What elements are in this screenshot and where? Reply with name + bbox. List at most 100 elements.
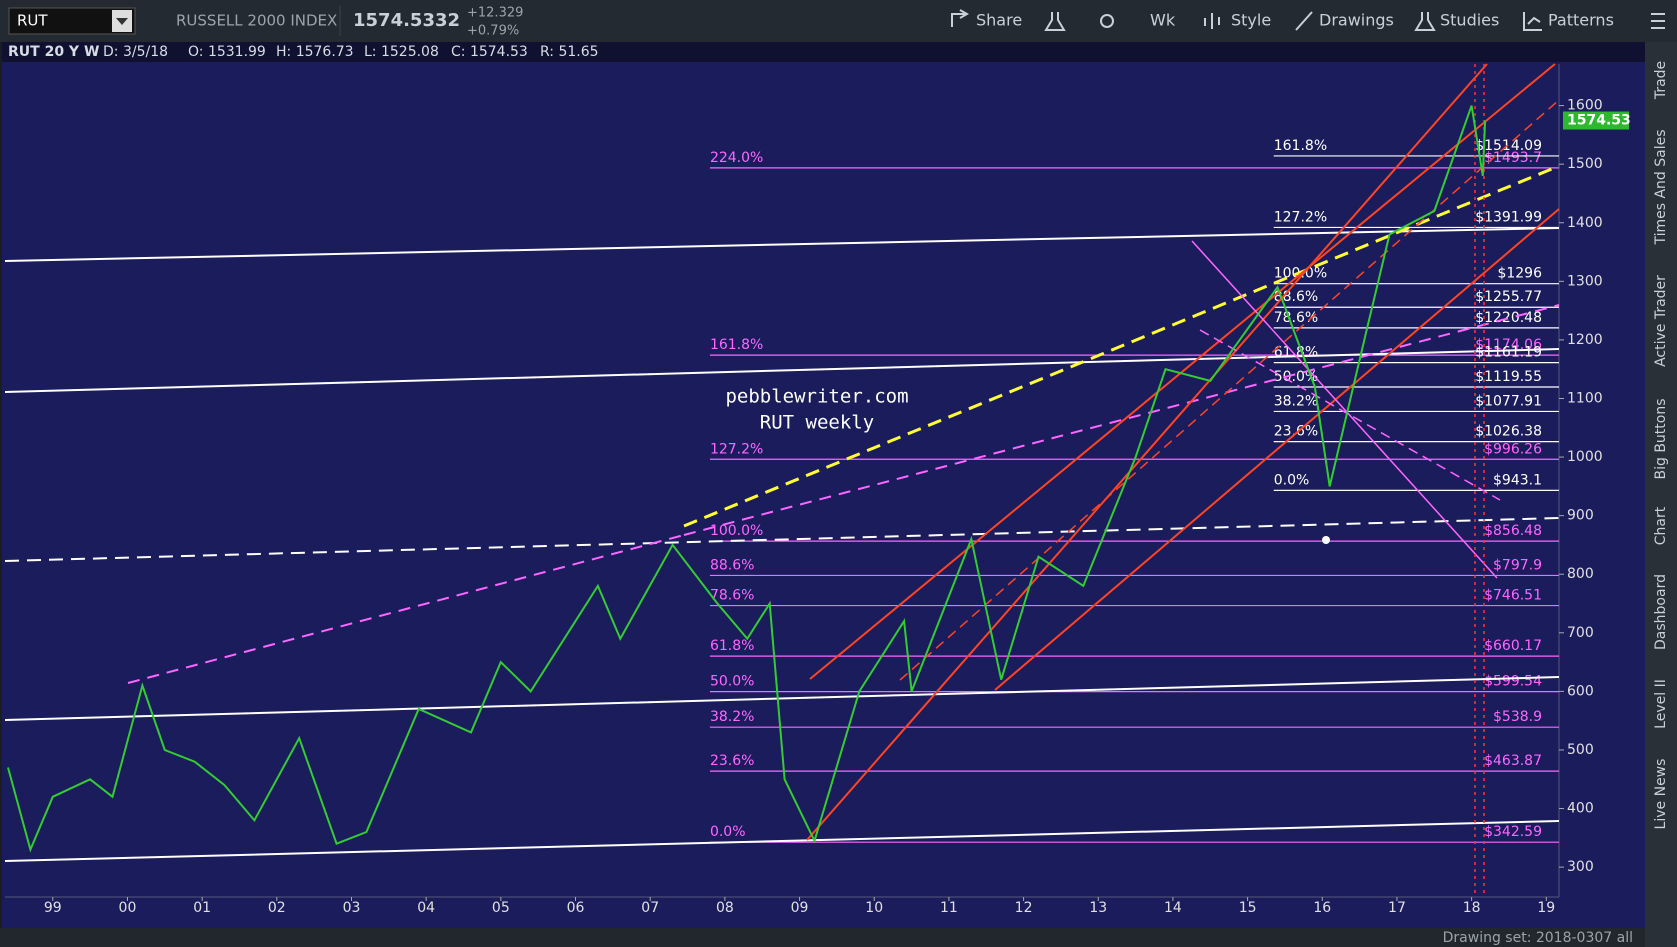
symbol[interactable]: RUT — [17, 12, 48, 30]
last-price-label: 1574.53 — [1567, 113, 1631, 129]
info-date: D: 3/5/18 — [103, 44, 168, 60]
point-marker — [1322, 536, 1330, 544]
studies-icon[interactable] — [1414, 12, 1436, 31]
price-line — [7, 105, 1487, 853]
channel-line — [809, 63, 1556, 680]
fib-pct-label: 61.8% — [1274, 345, 1318, 361]
y-tick-label: 1600 — [1567, 98, 1603, 114]
trendline — [127, 534, 685, 684]
y-tick-label: 500 — [1567, 742, 1594, 758]
fib-price-label: $660.17 — [1484, 638, 1542, 654]
fib-price-label: $1255.77 — [1475, 289, 1542, 305]
gear-icon[interactable] — [1100, 14, 1114, 28]
x-tick-label: 11 — [940, 900, 958, 916]
fib-price-label: $746.51 — [1484, 588, 1542, 604]
y-tick-label: 700 — [1567, 625, 1594, 641]
change: +12.329 — [467, 6, 523, 21]
x-tick-label: 02 — [268, 900, 286, 916]
drawings — [4, 63, 1560, 897]
y-tick-label: 1400 — [1567, 215, 1603, 231]
change-pct: +0.79% — [467, 24, 519, 39]
x-tick-label: 04 — [417, 900, 435, 916]
side-tab[interactable]: Trade — [1653, 61, 1669, 100]
side-tabs: Trade Times And Sales Active Trader Big But… — [1653, 61, 1669, 830]
x-tick-label: 08 — [716, 900, 734, 916]
toolbar-button[interactable]: Share — [976, 11, 1022, 30]
fib-price-label: $463.87 — [1484, 753, 1542, 769]
last-price: 1574.5332 — [353, 10, 460, 31]
drawings-icon[interactable] — [1295, 11, 1313, 31]
fib-pct-label: 127.2% — [1274, 209, 1327, 225]
fib-pct-label: 88.6% — [710, 557, 754, 573]
side-tab[interactable]: Chart — [1653, 506, 1669, 545]
info-bar — [2, 42, 1645, 62]
style-icon[interactable] — [1204, 13, 1220, 29]
dropdown-arrow — [116, 18, 128, 25]
y-tick-label: 1100 — [1567, 390, 1603, 406]
flask-icon[interactable] — [1044, 12, 1066, 31]
fib-pct-label: 0.0% — [710, 824, 746, 840]
side-tab[interactable]: Times And Sales — [1653, 129, 1669, 245]
side-tab[interactable]: Active Trader — [1653, 275, 1669, 367]
y-tick-label: 400 — [1567, 801, 1594, 817]
fib-pct-label: 61.8% — [710, 638, 754, 654]
fib-pct-label: 23.6% — [1274, 424, 1318, 440]
y-tick-label: 1200 — [1567, 332, 1603, 348]
x-tick-label: 14 — [1164, 900, 1182, 916]
side-tab[interactable]: Dashboard — [1653, 574, 1669, 650]
fib-pct-label: 0.0% — [1274, 472, 1310, 488]
fib-pct-label: 50.0% — [710, 674, 754, 690]
x-tick-label: 12 — [1015, 900, 1033, 916]
fib-price-label: $599.54 — [1484, 674, 1542, 690]
y-tick-label: 600 — [1567, 683, 1594, 699]
x-tick-label: 19 — [1537, 900, 1555, 916]
y-tick-label: 900 — [1567, 508, 1594, 524]
fib-price-label: $1026.38 — [1475, 424, 1542, 440]
info-high: H: 1576.73 — [276, 44, 354, 60]
y-tick-label: 1000 — [1567, 449, 1603, 465]
info-close: C: 1574.53 — [451, 44, 528, 60]
toolbar-button[interactable]: Drawings — [1319, 11, 1394, 30]
index-name: RUSSELL 2000 INDEX — [176, 12, 337, 30]
trendline — [4, 820, 1560, 862]
trendline — [4, 227, 1560, 262]
trendline — [1191, 240, 1498, 579]
trendline — [4, 348, 1560, 393]
x-tick-label: 18 — [1463, 900, 1481, 916]
fib-price-label: $797.9 — [1493, 557, 1542, 573]
side-tab[interactable]: Big Buttons — [1653, 398, 1669, 479]
x-tick-label: 06 — [567, 900, 585, 916]
x-tick-label: 17 — [1388, 900, 1406, 916]
trendline — [683, 164, 1560, 528]
share-icon[interactable] — [951, 9, 970, 27]
fib-pct-label: 50.0% — [1274, 369, 1318, 385]
fib-price-label: $943.1 — [1493, 472, 1542, 488]
info-open: O: 1531.99 — [188, 44, 266, 60]
x-tick-label: 03 — [343, 900, 361, 916]
status-bar — [0, 928, 1645, 947]
x-tick-label: 16 — [1313, 900, 1331, 916]
fib-price-label: $996.26 — [1484, 441, 1542, 457]
toolbar-button[interactable]: Patterns — [1548, 11, 1614, 30]
toolbar-button[interactable]: Wk — [1150, 11, 1176, 30]
menu-icon[interactable] — [1651, 13, 1665, 29]
fib-price-label: $1493.7 — [1484, 150, 1542, 166]
toolbar-button[interactable]: Studies — [1440, 11, 1499, 30]
trendline — [4, 517, 1560, 562]
info-label: RUT 20 Y W — [8, 44, 99, 60]
toolbar-button[interactable]: Style — [1231, 11, 1271, 30]
x-tick-label: 99 — [44, 900, 62, 916]
side-tab[interactable]: Level II — [1653, 679, 1669, 729]
channel-line — [806, 63, 1488, 841]
side-tab[interactable]: Live News — [1653, 759, 1669, 830]
fib-pct-label: 38.2% — [710, 709, 754, 725]
x-tick-label: 05 — [492, 900, 510, 916]
fib-pct-label: 161.8% — [710, 337, 763, 353]
patterns-icon[interactable] — [1523, 12, 1542, 31]
x-tick-label: 15 — [1239, 900, 1257, 916]
y-tick-label: 800 — [1567, 566, 1594, 582]
watermark: pebblewriter.com — [725, 386, 908, 408]
info-low: L: 1525.08 — [364, 44, 439, 60]
channel-line — [899, 99, 1560, 681]
